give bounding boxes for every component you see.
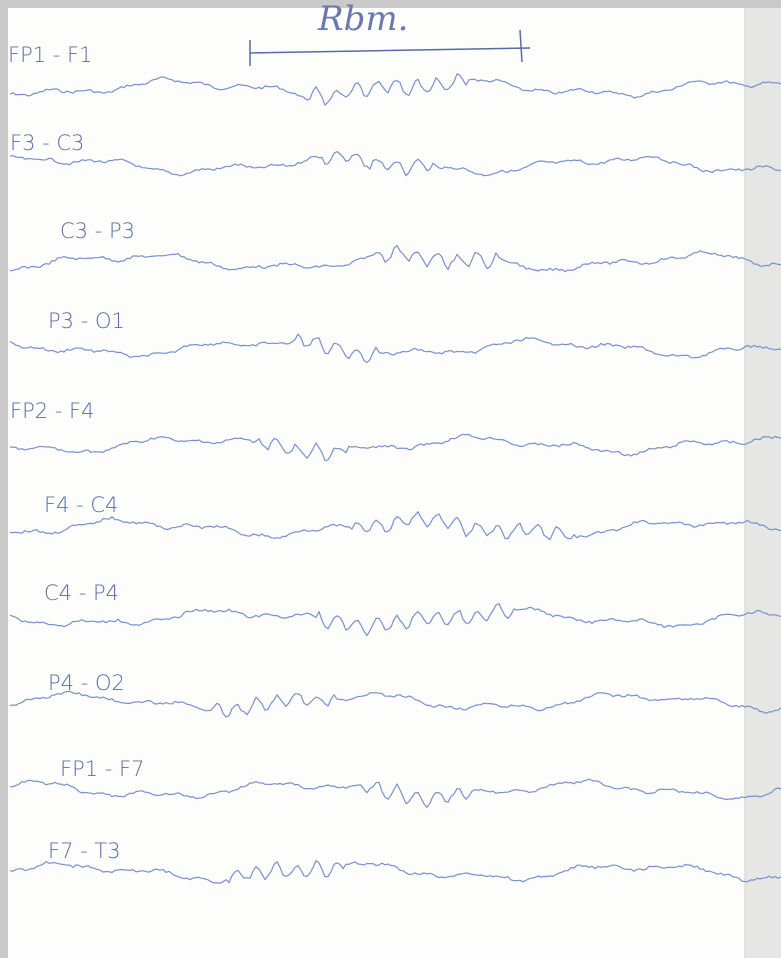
channel-label: P4 - O2	[48, 671, 125, 695]
channel-label: F3 - C3	[10, 131, 84, 155]
channel-label: C4 - P4	[44, 581, 119, 605]
page: Rbm. FP1 - F1 F3 - C3 C3 - P3 P3 - O1 FP2 - …	[0, 0, 781, 958]
channel-label: F4 - C4	[44, 493, 118, 517]
channel-label: FP2 - F4	[10, 399, 94, 423]
paper-edge	[745, 8, 781, 958]
eeg-sheet: Rbm. FP1 - F1 F3 - C3 C3 - P3 P3 - O1 FP2 - …	[0, 0, 781, 958]
channel-label: P3 - O1	[48, 309, 125, 333]
paper	[8, 8, 781, 958]
channel-label: FP1 - F7	[60, 757, 144, 781]
channel-label: F7 - T3	[48, 839, 121, 863]
channel-label: FP1 - F1	[8, 43, 92, 67]
heading: Rbm.	[317, 0, 408, 39]
channel-label: C3 - P3	[60, 219, 135, 243]
